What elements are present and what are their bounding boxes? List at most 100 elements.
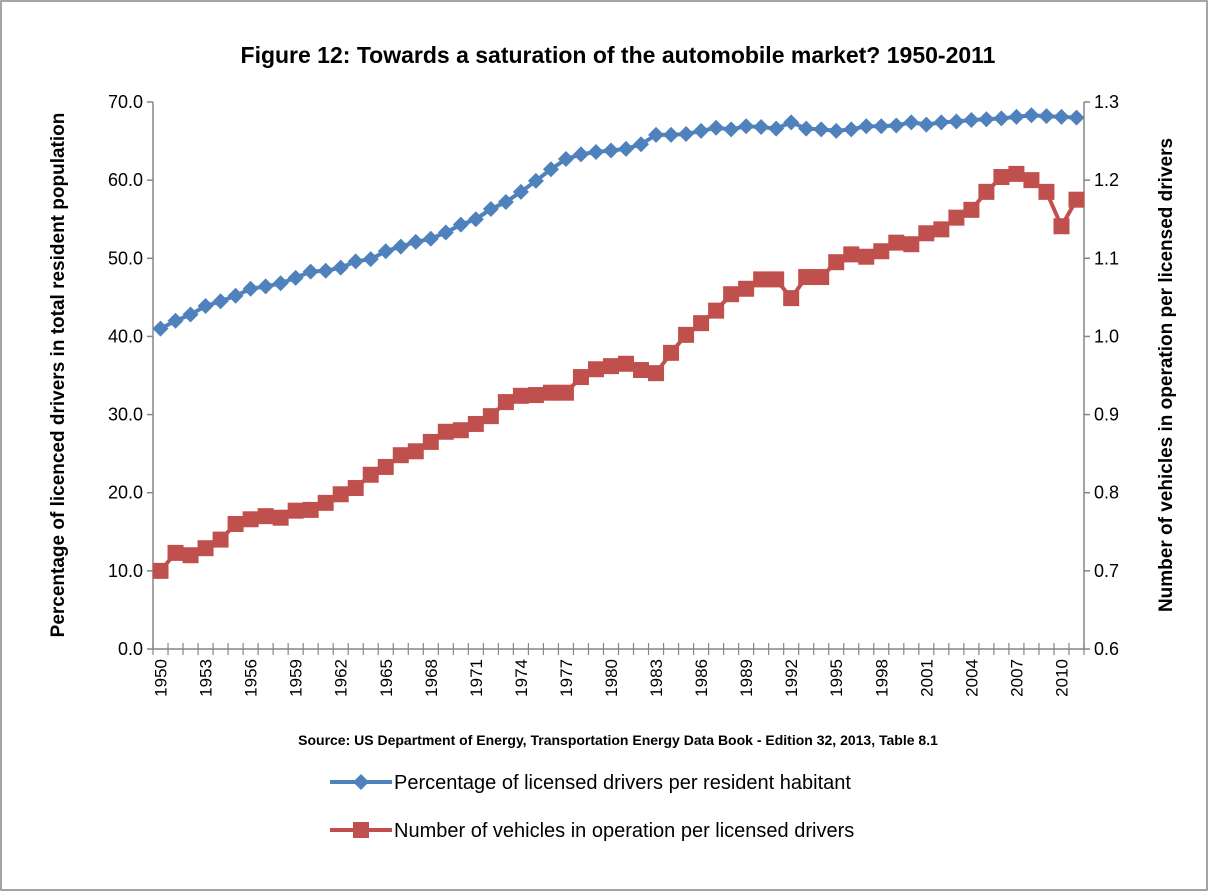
x-tick-label: 1983 bbox=[647, 659, 666, 697]
data-point bbox=[633, 362, 650, 379]
data-point bbox=[708, 119, 725, 136]
data-point bbox=[663, 344, 680, 361]
data-point bbox=[422, 433, 439, 450]
data-point bbox=[813, 269, 830, 286]
x-tick-label: 1998 bbox=[872, 659, 891, 697]
data-point bbox=[512, 183, 529, 200]
y-tick-label: 30.0 bbox=[108, 405, 143, 425]
x-tick-label: 1980 bbox=[602, 659, 621, 697]
data-point bbox=[843, 246, 860, 263]
data-point bbox=[272, 275, 289, 292]
data-point bbox=[392, 238, 409, 255]
data-point bbox=[377, 458, 394, 475]
data-point bbox=[527, 387, 544, 404]
x-tick-label: 1953 bbox=[197, 659, 216, 697]
source-note: Source: US Department of Energy, Transpo… bbox=[298, 732, 938, 748]
data-point bbox=[633, 136, 650, 153]
data-point bbox=[302, 263, 319, 280]
data-point bbox=[768, 271, 785, 288]
data-point bbox=[1068, 109, 1085, 126]
data-point bbox=[648, 365, 665, 382]
data-point bbox=[1023, 172, 1040, 189]
data-point bbox=[392, 447, 409, 464]
y2-tick-label: 1.0 bbox=[1094, 326, 1119, 346]
y2-tick-label: 0.6 bbox=[1094, 639, 1119, 659]
data-point bbox=[482, 408, 499, 425]
y-tick-label: 0.0 bbox=[118, 639, 143, 659]
legend-marker bbox=[353, 774, 369, 790]
data-point bbox=[618, 140, 635, 157]
y-axis-title: Percentage of licenced drivers in total … bbox=[48, 113, 69, 638]
data-point bbox=[197, 297, 214, 314]
data-point bbox=[738, 280, 755, 297]
data-point bbox=[858, 118, 875, 135]
data-point bbox=[663, 126, 680, 143]
data-point bbox=[152, 320, 169, 337]
data-point bbox=[347, 480, 364, 497]
data-point bbox=[332, 486, 349, 503]
data-point bbox=[978, 111, 995, 128]
legend-label: Number of vehicles in operation per lice… bbox=[394, 820, 854, 842]
y2-tick-label: 1.1 bbox=[1094, 248, 1119, 268]
data-point bbox=[918, 225, 935, 242]
data-point bbox=[978, 183, 995, 200]
data-point bbox=[452, 216, 469, 233]
data-point bbox=[302, 501, 319, 518]
data-point bbox=[317, 262, 334, 279]
data-point bbox=[272, 509, 289, 526]
data-point bbox=[467, 415, 484, 432]
data-point bbox=[888, 117, 905, 134]
data-point bbox=[497, 394, 514, 411]
data-point bbox=[242, 511, 259, 528]
data-point bbox=[1008, 165, 1025, 182]
data-point bbox=[723, 121, 740, 138]
data-point bbox=[407, 233, 424, 250]
x-tick-label: 1971 bbox=[467, 659, 486, 697]
data-point bbox=[1068, 191, 1085, 208]
data-point bbox=[753, 119, 770, 136]
y2-tick-label: 1.2 bbox=[1094, 170, 1119, 190]
data-point bbox=[843, 121, 860, 138]
data-point bbox=[152, 562, 169, 579]
data-point bbox=[648, 126, 665, 143]
data-point bbox=[197, 540, 214, 557]
data-point bbox=[572, 369, 589, 386]
y2-axis-title: Number of vehicles in operation per lice… bbox=[1156, 138, 1177, 612]
data-point bbox=[768, 120, 785, 137]
data-point bbox=[753, 271, 770, 288]
data-point bbox=[828, 254, 845, 271]
data-point bbox=[1008, 108, 1025, 125]
x-tick-label: 2007 bbox=[1007, 659, 1026, 697]
data-point bbox=[167, 312, 184, 329]
data-point bbox=[287, 502, 304, 519]
x-tick-label: 2004 bbox=[962, 659, 981, 697]
data-point bbox=[362, 466, 379, 483]
data-point bbox=[212, 531, 229, 548]
x-tick-label: 1950 bbox=[152, 659, 171, 697]
data-point bbox=[858, 248, 875, 265]
data-point bbox=[693, 315, 710, 332]
x-tick-label: 1965 bbox=[377, 659, 396, 697]
data-point bbox=[888, 234, 905, 251]
data-point bbox=[437, 224, 454, 241]
data-point bbox=[257, 278, 274, 295]
data-point bbox=[693, 122, 710, 139]
data-point bbox=[783, 290, 800, 307]
y2-tick-label: 0.8 bbox=[1094, 483, 1119, 503]
data-point bbox=[557, 384, 574, 401]
data-point bbox=[678, 326, 695, 343]
data-point bbox=[933, 114, 950, 131]
data-point bbox=[467, 211, 484, 228]
data-point bbox=[738, 118, 755, 135]
data-point bbox=[482, 201, 499, 218]
data-point bbox=[948, 113, 965, 130]
data-point bbox=[542, 384, 559, 401]
data-point bbox=[557, 151, 574, 168]
y2-tick-label: 1.3 bbox=[1094, 92, 1119, 112]
y2-tick-label: 0.7 bbox=[1094, 561, 1119, 581]
data-point bbox=[602, 358, 619, 375]
data-point bbox=[933, 221, 950, 238]
data-point bbox=[993, 169, 1010, 186]
x-tick-label: 2010 bbox=[1052, 659, 1071, 697]
